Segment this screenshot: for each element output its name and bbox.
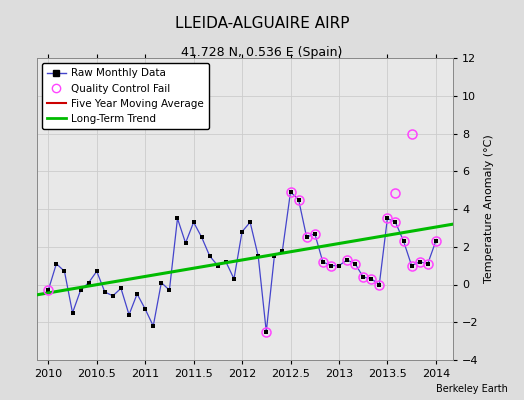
Text: 41.728 N, 0.536 E (Spain): 41.728 N, 0.536 E (Spain) [181, 46, 343, 59]
Text: LLEIDA-ALGUAIRE AIRP: LLEIDA-ALGUAIRE AIRP [174, 16, 350, 31]
Y-axis label: Temperature Anomaly (°C): Temperature Anomaly (°C) [484, 135, 494, 283]
Text: Berkeley Earth: Berkeley Earth [436, 384, 508, 394]
Legend: Raw Monthly Data, Quality Control Fail, Five Year Moving Average, Long-Term Tren: Raw Monthly Data, Quality Control Fail, … [42, 63, 209, 129]
